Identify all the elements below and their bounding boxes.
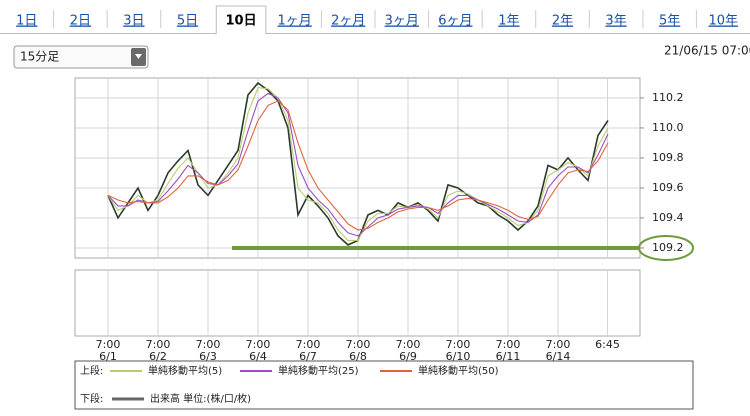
tab[interactable]: 2ヶ月 xyxy=(331,14,365,29)
x-tick-label: 7:00 6/2 xyxy=(146,338,171,363)
y-tick-label: 110.2 xyxy=(652,91,684,104)
y-tick-label: 109.8 xyxy=(652,151,684,164)
tab[interactable]: 1ヶ月 xyxy=(278,14,312,29)
interval-select[interactable] xyxy=(13,45,149,69)
x-tick-label: 7:00 6/9 xyxy=(396,338,421,363)
legend-lower: 下段: xyxy=(80,392,103,405)
x-tick-label: 7:00 6/3 xyxy=(196,338,221,363)
x-tick-label: 7:00 6/4 xyxy=(246,338,271,363)
x-tick-label: 7:00 6/11 xyxy=(496,338,521,363)
y-tick-label: 109.6 xyxy=(652,181,684,194)
tab[interactable]: 3日 xyxy=(123,14,144,29)
tab[interactable]: 5年 xyxy=(659,14,680,29)
legend-label: 出来高 単位:(株/口/枚) xyxy=(150,392,251,405)
legend-upper: 上段: xyxy=(80,364,103,377)
legend-label: 単純移動平均(50) xyxy=(418,364,499,377)
tab[interactable]: 3年 xyxy=(605,14,626,29)
timestamp: 21/06/15 07:00 xyxy=(664,44,750,58)
tab[interactable]: 3ヶ月 xyxy=(385,14,419,29)
ma-line xyxy=(107,100,609,231)
legend-label: 単純移動平均(5) xyxy=(148,364,222,377)
x-tick-label: 7:00 6/8 xyxy=(346,338,371,363)
tab[interactable]: 2日 xyxy=(70,14,91,29)
tab[interactable]: 1日 xyxy=(16,14,37,29)
x-tick-label: 7:00 6/7 xyxy=(296,338,321,363)
tab[interactable]: 2年 xyxy=(552,14,573,29)
x-tick-label: 7:00 6/1 xyxy=(96,338,121,363)
tab[interactable]: 6ヶ月 xyxy=(438,14,472,29)
tab-selected-box xyxy=(215,5,267,34)
select-arrow[interactable] xyxy=(135,54,142,59)
ma-line xyxy=(107,92,609,237)
legend-label: 単純移動平均(25) xyxy=(278,364,359,377)
x-tick-label: 6:45 xyxy=(595,338,620,351)
ma-line xyxy=(107,86,609,241)
tab[interactable]: 1年 xyxy=(498,14,519,29)
tab[interactable]: 5日 xyxy=(177,14,198,29)
x-tick-label: 7:00 6/10 xyxy=(446,338,471,363)
y-tick-label: 109.2 xyxy=(652,241,684,254)
y-tick-label: 109.4 xyxy=(652,211,684,224)
tab[interactable]: 10日 xyxy=(226,14,257,29)
interval-select-label[interactable]: 15分足 xyxy=(20,50,59,64)
legend-box xyxy=(74,360,694,410)
tab[interactable]: 10年 xyxy=(708,14,738,29)
y-tick-label: 110.0 xyxy=(652,121,684,134)
x-tick-label: 7:00 6/14 xyxy=(546,338,571,363)
highlight-ellipse xyxy=(638,234,694,261)
